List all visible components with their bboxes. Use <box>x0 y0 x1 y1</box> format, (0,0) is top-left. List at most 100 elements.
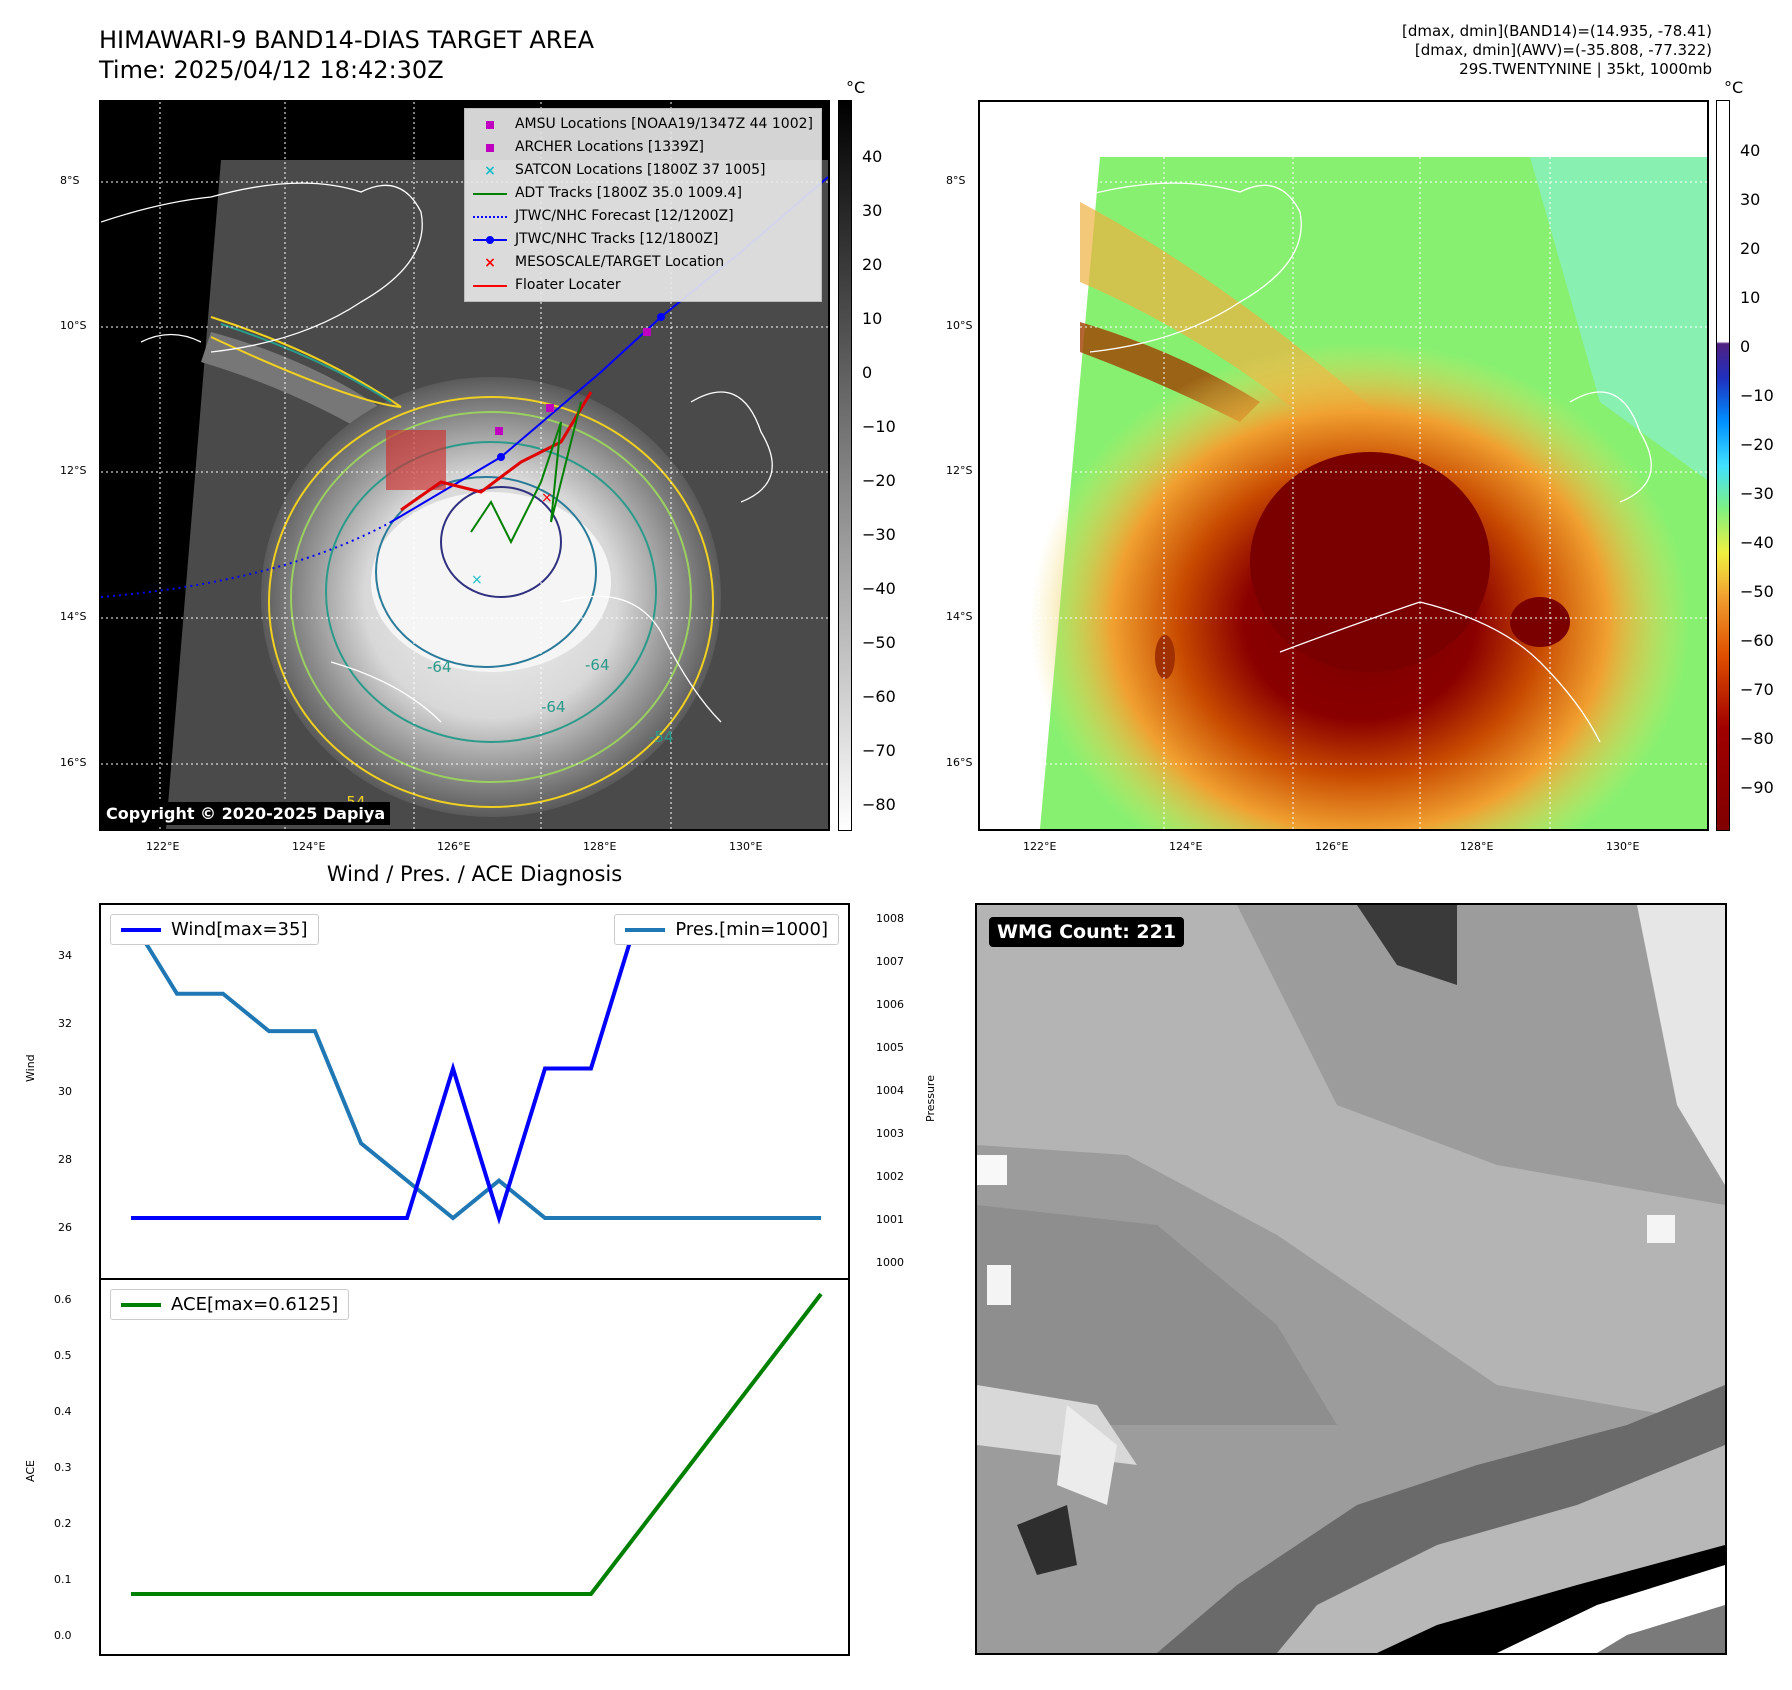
figure-time: Time: 2025/04/12 18:42:30Z <box>99 56 444 84</box>
colorbar-tick: 0 <box>862 363 873 382</box>
pressure-series-line <box>129 917 821 1221</box>
pressure-tick: 1005 <box>876 1041 904 1054</box>
lat-label: 12°S <box>946 464 973 477</box>
colorbar-tick: 20 <box>1740 239 1761 258</box>
ace-tick: 0.2 <box>54 1517 72 1530</box>
colorbar-tick: −40 <box>1740 533 1774 552</box>
lon-label: 130°E <box>1606 840 1640 853</box>
awv-map <box>978 100 1709 831</box>
colorbar-tick: −30 <box>862 525 896 544</box>
lon-label: 128°E <box>583 840 617 853</box>
line-icon <box>625 927 666 932</box>
colorbar-tick: 40 <box>862 147 883 166</box>
square-marker-icon <box>473 115 507 135</box>
wind-tick: 26 <box>58 1221 72 1234</box>
contour-label: -64 <box>427 658 452 676</box>
pressure-axis-label: Pressure <box>924 1075 937 1122</box>
colorbar-tick: −80 <box>1740 729 1774 748</box>
legend-item-adt: ADT Tracks [1800Z 35.0 1009.4] <box>472 182 813 205</box>
contour-label: -64 <box>585 656 610 674</box>
lon-label: 126°E <box>1315 840 1349 853</box>
line-icon <box>121 1302 161 1307</box>
lat-label: 14°S <box>60 610 87 623</box>
ace-svg <box>131 1292 823 1596</box>
track-legend: AMSU Locations [NOAA19/1347Z 44 1002] AR… <box>463 108 822 302</box>
pressure-tick: 1003 <box>876 1127 904 1140</box>
colorbar-tick: −40 <box>862 579 896 598</box>
ace-tick: 0.0 <box>54 1629 72 1642</box>
band14-map: × × -64 -64 -64 -54 -54 AMSU Locations [… <box>99 100 830 831</box>
colorbar-tick: −60 <box>1740 631 1774 650</box>
legend-item-archer: ARCHER Locations [1339Z] <box>473 136 813 159</box>
lat-label: 10°S <box>946 319 973 332</box>
colorbar-tick: 10 <box>862 309 883 328</box>
x-marker-icon: × <box>484 162 496 179</box>
colorbar-tick: 30 <box>1740 190 1761 209</box>
copyright-label: Copyright © 2020-2025 Dapiya <box>101 802 391 825</box>
colorbar-tick: 40 <box>1740 141 1761 160</box>
pressure-tick: 1004 <box>876 1084 904 1097</box>
pressure-tick: 1006 <box>876 998 904 1011</box>
lon-label: 128°E <box>1460 840 1494 853</box>
svg-text:×: × <box>471 572 483 588</box>
legend-item-satcon: × SATCON Locations [1800Z 37 1005] <box>473 159 813 182</box>
lon-label: 130°E <box>729 840 763 853</box>
ace-tick: 0.6 <box>54 1293 72 1306</box>
colorbar-unit: °C <box>846 78 866 97</box>
ace-axis-label: ACE <box>24 1460 37 1482</box>
colorbar-tick: 20 <box>862 255 883 274</box>
lon-label: 122°E <box>146 840 180 853</box>
info-band14: [dmax, dmin](BAND14)=(14.935, -78.41) <box>1401 22 1712 40</box>
band14-imagery: × × -64 -64 -64 -54 -54 <box>101 102 828 829</box>
colorbar-tick: −80 <box>862 795 896 814</box>
pressure-tick: 1000 <box>876 1256 904 1269</box>
line-icon <box>472 276 507 296</box>
contour-label: -54 <box>649 728 674 746</box>
ace-tick: 0.3 <box>54 1461 72 1474</box>
wind-tick: 32 <box>58 1017 72 1030</box>
ace-tick: 0.5 <box>54 1349 72 1362</box>
wind-series-line <box>131 917 821 1225</box>
ace-series-line <box>131 1292 823 1596</box>
lon-label: 124°E <box>1169 840 1203 853</box>
pressure-tick: 1008 <box>876 912 904 925</box>
wind-pres-svg <box>129 917 821 1225</box>
info-awv: [dmax, dmin](AWV)=(-35.808, -77.322) <box>1414 41 1712 59</box>
contour-label: -64 <box>541 698 566 716</box>
info-storm: 29S.TWENTYNINE | 35kt, 1000mb <box>1459 60 1712 78</box>
colorbar-tick: −50 <box>1740 582 1774 601</box>
colorbar-tick: −10 <box>862 417 896 436</box>
legend-item-amsu: AMSU Locations [NOAA19/1347Z 44 1002] <box>473 113 813 136</box>
wind-axis-label: Wind <box>24 1054 37 1082</box>
lat-label: 16°S <box>60 756 87 769</box>
wmg-panel: WMG Count: 221 <box>975 903 1727 1655</box>
awv-imagery <box>980 102 1707 829</box>
lat-label: 12°S <box>60 464 87 477</box>
colorbar-tick: −20 <box>862 471 896 490</box>
colorbar-tick: 0 <box>1740 337 1751 356</box>
line-dot-icon <box>472 230 507 250</box>
colorbar-tick: −70 <box>1740 680 1774 699</box>
diag-title: Wind / Pres. / ACE Diagnosis <box>326 862 623 886</box>
figure-title: HIMAWARI-9 BAND14-DIAS TARGET AREA <box>99 26 595 54</box>
ace-plot: ACE[max=0.6125] <box>99 1278 850 1656</box>
line-icon <box>121 927 161 932</box>
lat-label: 8°S <box>60 174 80 187</box>
wind-pres-plot: Wind[max=35] Pres.[min=1000] <box>99 903 850 1280</box>
lat-label: 8°S <box>946 174 966 187</box>
colorbar-tick: −20 <box>1740 435 1774 454</box>
dotted-line-icon <box>472 207 507 227</box>
colorbar-tick: −90 <box>1740 778 1774 797</box>
lat-label: 16°S <box>946 756 973 769</box>
x-marker-icon: × <box>484 254 496 271</box>
band14-colorbar <box>838 100 852 831</box>
lat-label: 10°S <box>60 319 87 332</box>
lon-label: 126°E <box>437 840 471 853</box>
wind-legend: Wind[max=35] <box>110 914 319 945</box>
svg-text:×: × <box>541 490 553 506</box>
lon-label: 124°E <box>292 840 326 853</box>
pressure-tick: 1002 <box>876 1170 904 1183</box>
colorbar-tick: −30 <box>1740 484 1774 503</box>
wind-tick: 34 <box>58 949 72 962</box>
ace-legend: ACE[max=0.6125] <box>110 1289 350 1320</box>
